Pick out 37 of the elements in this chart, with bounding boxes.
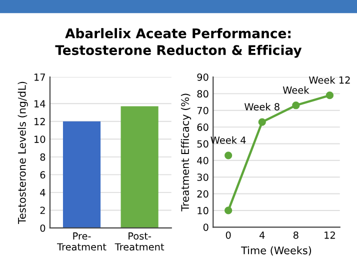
y-tick-label: 14 [34, 100, 46, 108]
y-tick-label: 4 [40, 189, 46, 196]
annotation: Week [282, 86, 310, 94]
y-tick-label: 90 [197, 73, 208, 81]
x-tick-label: Pre- Treatment [57, 232, 106, 251]
y-tick-label: 10 [34, 136, 46, 143]
y-tick-label: 6 [40, 171, 46, 179]
y-tick-label: 8 [40, 153, 46, 161]
y-axis-title: Treatment Efficacy (%) [180, 94, 192, 212]
annotation: Week 12 [309, 76, 350, 84]
y-tick-label: 30 [197, 174, 208, 181]
annotation: Week 8 [244, 102, 280, 110]
point [224, 152, 232, 160]
y-tick-label: 40 [197, 156, 208, 164]
x-tick-label: 0 [226, 231, 231, 239]
y-tick-label: 20 [197, 190, 208, 198]
y-tick-label: 2 [40, 206, 45, 214]
x-axis-title: Time (Weeks) [241, 246, 312, 256]
y-tick-label: 80 [197, 90, 208, 98]
y-tick-label: 70 [197, 106, 208, 114]
x-tick-label: 4 [260, 232, 265, 239]
point [326, 92, 334, 100]
y-tick-label: 0 [40, 224, 46, 232]
y-tick-label: 17 [34, 74, 45, 81]
x-tick-label: 8 [293, 231, 298, 239]
x-tick-label: Post- Treatment [114, 232, 164, 251]
point [224, 206, 232, 214]
y-tick-label: 60 [197, 124, 208, 131]
y-axis-title: Testosterone Levels (ng/dL) [18, 82, 28, 224]
point [292, 102, 300, 110]
y-tick-label: 10 [198, 206, 208, 214]
y-tick-label: 0 [203, 224, 208, 231]
chart-title: Abarlelix Aceate Performance: Testosterone Reducton & Efficiay [55, 28, 302, 58]
y-tick-label: 12 [34, 118, 45, 126]
x-tick-label: 12 [324, 231, 335, 239]
y-tick-label: 50 [197, 140, 208, 148]
point [258, 118, 266, 126]
